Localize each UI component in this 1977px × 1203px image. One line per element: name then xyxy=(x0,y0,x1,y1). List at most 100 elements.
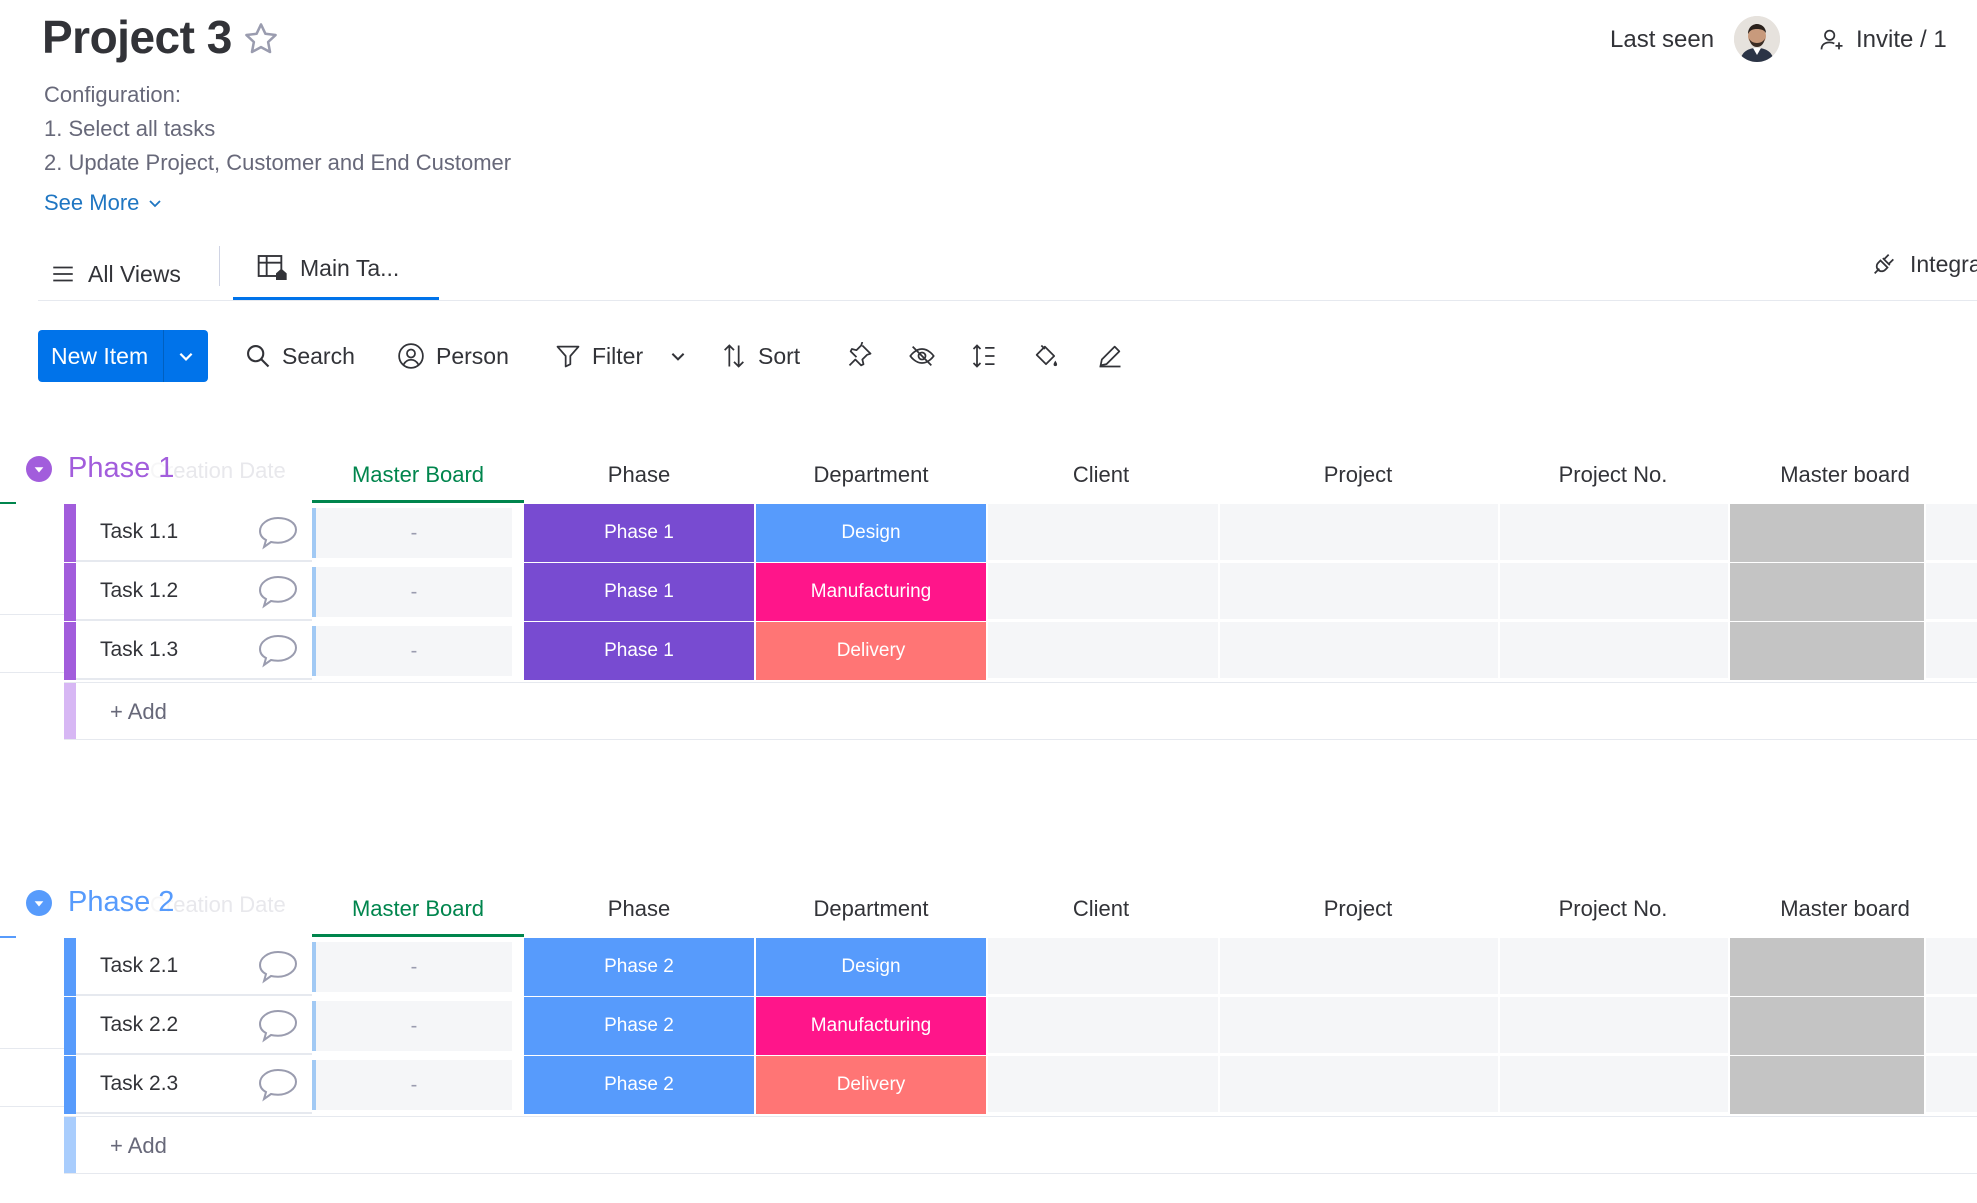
tab-main-table[interactable]: Main Ta... xyxy=(256,242,399,294)
task-name-cell[interactable]: Task 2.3 xyxy=(76,1056,312,1114)
project-cell[interactable] xyxy=(1220,622,1498,678)
master-board-2-cell[interactable] xyxy=(1730,1056,1924,1114)
task-name-cell[interactable]: Task 2.1 xyxy=(76,938,312,996)
add-item-row[interactable]: + Add xyxy=(64,682,1977,740)
client-cell[interactable] xyxy=(988,622,1218,678)
invite-button[interactable]: Invite / 1 xyxy=(1818,26,1947,54)
phase-status-cell[interactable]: Phase 2 xyxy=(524,938,754,996)
master-board-cell[interactable]: - xyxy=(312,508,512,558)
master-board-2-cell[interactable] xyxy=(1730,997,1924,1055)
person-filter-button[interactable]: Person xyxy=(396,330,509,382)
search-button[interactable]: Search xyxy=(244,330,355,382)
column-header-project[interactable]: Project xyxy=(1323,896,1393,921)
table-row[interactable]: Task 1.2 - Phase 1 Manufacturing xyxy=(64,563,1977,621)
comment-bubble-icon[interactable] xyxy=(256,632,300,668)
department-status-cell[interactable]: Manufacturing xyxy=(756,997,986,1055)
row-height-button[interactable] xyxy=(966,338,1002,374)
group-title[interactable]: Phase 1 xyxy=(68,452,175,485)
department-status-cell[interactable]: Design xyxy=(756,938,986,996)
column-header-client[interactable]: Client xyxy=(1072,896,1130,921)
client-cell[interactable] xyxy=(988,1056,1218,1112)
collapse-group-button[interactable] xyxy=(26,890,52,916)
client-cell[interactable] xyxy=(988,938,1218,994)
column-header-department[interactable]: Department xyxy=(813,896,929,921)
color-button[interactable] xyxy=(1028,338,1064,374)
project-no-cell[interactable] xyxy=(1500,622,1728,678)
sort-button[interactable]: Sort xyxy=(720,330,800,382)
comment-bubble-icon[interactable] xyxy=(256,948,300,984)
department-status-cell[interactable]: Design xyxy=(756,504,986,562)
project-cell[interactable] xyxy=(1220,504,1498,560)
star-icon[interactable] xyxy=(242,20,280,58)
client-cell[interactable] xyxy=(988,504,1218,560)
edit-button[interactable] xyxy=(1092,338,1128,374)
table-row[interactable]: Task 1.1 - Phase 1 Design xyxy=(64,504,1977,562)
hide-columns-button[interactable] xyxy=(904,338,940,374)
column-header-project-no[interactable]: Project No. xyxy=(1558,896,1668,921)
column-header-master-board[interactable]: Master Board xyxy=(351,896,485,921)
client-cell[interactable] xyxy=(988,563,1218,619)
avatar[interactable] xyxy=(1734,16,1780,62)
table-row[interactable]: Task 2.2 - Phase 2 Manufacturing xyxy=(64,997,1977,1055)
column-header-department[interactable]: Department xyxy=(813,462,929,487)
department-status-cell[interactable]: Manufacturing xyxy=(756,563,986,621)
master-board-cell[interactable]: - xyxy=(312,567,512,617)
integrate-button[interactable]: Integra xyxy=(1870,238,1977,290)
filter-button[interactable]: Filter xyxy=(554,330,643,382)
project-no-cell[interactable] xyxy=(1500,563,1728,619)
comment-bubble-icon[interactable] xyxy=(256,1007,300,1043)
task-name-cell[interactable]: Task 1.1 xyxy=(76,504,312,562)
master-board-2-cell[interactable] xyxy=(1730,622,1924,680)
column-header-phase[interactable]: Phase xyxy=(607,896,671,921)
add-item-row[interactable]: + Add xyxy=(64,1116,1977,1174)
phase-status-cell[interactable]: Phase 2 xyxy=(524,997,754,1055)
filter-dropdown[interactable] xyxy=(660,338,696,374)
master-board-cell[interactable]: - xyxy=(312,626,512,676)
phase-status-cell[interactable]: Phase 1 xyxy=(524,563,754,621)
see-more-link[interactable]: See More xyxy=(44,190,163,216)
department-status-cell[interactable]: Delivery xyxy=(756,1056,986,1114)
column-header-project[interactable]: Project xyxy=(1323,462,1393,487)
column-header-master-board[interactable]: Master Board xyxy=(351,462,485,487)
master-board-2-cell[interactable] xyxy=(1730,563,1924,621)
master-board-cell[interactable]: - xyxy=(312,942,512,992)
project-cell[interactable] xyxy=(1220,938,1498,994)
table-row[interactable]: Task 2.1 - Phase 2 Design xyxy=(64,938,1977,996)
project-no-cell[interactable] xyxy=(1500,504,1728,560)
project-no-cell[interactable] xyxy=(1500,997,1728,1053)
master-board-2-cell[interactable] xyxy=(1730,504,1924,562)
project-no-cell[interactable] xyxy=(1500,1056,1728,1112)
table-row[interactable]: Task 1.3 - Phase 1 Delivery xyxy=(64,622,1977,680)
comment-bubble-icon[interactable] xyxy=(256,1066,300,1102)
project-cell[interactable] xyxy=(1220,563,1498,619)
task-name-cell[interactable]: Task 2.2 xyxy=(76,997,312,1055)
task-name-cell[interactable]: Task 1.3 xyxy=(76,622,312,680)
department-status-cell[interactable]: Delivery xyxy=(756,622,986,680)
comment-bubble-icon[interactable] xyxy=(256,514,300,550)
tab-all-views[interactable]: All Views xyxy=(50,248,181,300)
master-board-cell[interactable]: - xyxy=(312,1001,512,1051)
client-cell[interactable] xyxy=(988,997,1218,1053)
project-cell[interactable] xyxy=(1220,1056,1498,1112)
new-item-button[interactable]: New Item xyxy=(38,330,208,382)
column-header-phase[interactable]: Phase xyxy=(607,462,671,487)
comment-bubble-icon[interactable] xyxy=(256,573,300,609)
phase-status-cell[interactable]: Phase 1 xyxy=(524,504,754,562)
collapse-group-button[interactable] xyxy=(26,456,52,482)
column-header-project-no[interactable]: Project No. xyxy=(1558,462,1668,487)
group-title[interactable]: Phase 2 xyxy=(68,886,175,919)
board-title[interactable]: Project 3 xyxy=(42,11,232,63)
project-no-cell[interactable] xyxy=(1500,938,1728,994)
master-board-cell[interactable]: - xyxy=(312,1060,512,1110)
table-row[interactable]: Task 2.3 - Phase 2 Delivery xyxy=(64,1056,1977,1114)
column-header-client[interactable]: Client xyxy=(1072,462,1130,487)
task-name-cell[interactable]: Task 1.2 xyxy=(76,563,312,621)
phase-status-cell[interactable]: Phase 1 xyxy=(524,622,754,680)
column-header-master-board-2[interactable]: Master board xyxy=(1780,462,1910,487)
master-board-2-cell[interactable] xyxy=(1730,938,1924,996)
new-item-dropdown[interactable] xyxy=(164,347,208,365)
phase-status-cell[interactable]: Phase 2 xyxy=(524,1056,754,1114)
pin-button[interactable] xyxy=(842,338,878,374)
column-header-master-board-2[interactable]: Master board xyxy=(1780,896,1910,921)
project-cell[interactable] xyxy=(1220,997,1498,1053)
